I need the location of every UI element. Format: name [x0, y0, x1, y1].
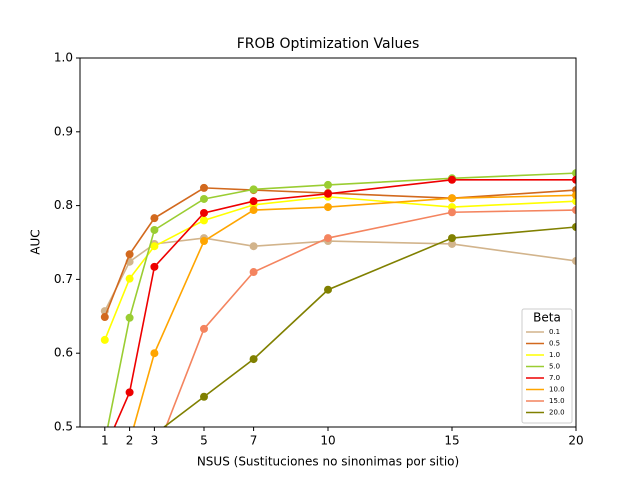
y-tick-label: 0.9 — [54, 124, 73, 138]
legend-label: 20.0 — [549, 409, 565, 417]
data-point — [150, 262, 159, 271]
plot-area — [100, 169, 576, 461]
x-tick-label: 1 — [101, 434, 109, 448]
y-tick-label: 0.6 — [54, 346, 73, 360]
legend-label: 7.0 — [549, 374, 560, 382]
data-point — [448, 239, 456, 248]
y-tick-label: 0.7 — [54, 272, 73, 286]
data-point — [249, 355, 258, 364]
data-point — [200, 208, 208, 217]
x-tick-label: 20 — [568, 434, 583, 448]
x-tick-label: 15 — [444, 434, 459, 448]
data-point — [572, 197, 576, 206]
data-point — [324, 189, 332, 198]
x-tick-label: 7 — [250, 434, 258, 448]
data-point — [100, 313, 109, 322]
y-tick-label: 0.8 — [54, 198, 73, 212]
data-point — [200, 324, 208, 333]
data-point — [150, 453, 158, 461]
data-point — [125, 250, 134, 259]
data-point — [249, 242, 258, 251]
data-point — [150, 225, 159, 234]
data-point — [572, 191, 576, 200]
data-point — [200, 194, 208, 203]
series-line — [104, 187, 576, 318]
data-point — [249, 206, 258, 215]
series-line — [104, 195, 576, 341]
legend-label: 1.0 — [549, 351, 560, 359]
legend-title: Beta — [533, 311, 561, 325]
y-axis-label: AUC — [29, 229, 43, 254]
data-point — [150, 349, 159, 358]
legend-label: 0.1 — [549, 328, 560, 336]
data-point — [448, 234, 456, 243]
data-point — [572, 175, 576, 184]
data-point — [448, 175, 456, 184]
data-point — [150, 242, 159, 251]
data-point — [572, 169, 576, 178]
x-tick-label: 2 — [126, 434, 134, 448]
data-point — [448, 208, 456, 217]
data-point — [572, 206, 576, 215]
data-point — [200, 216, 208, 225]
x-tick-label: 10 — [320, 434, 335, 448]
series-line — [113, 178, 576, 427]
data-point — [125, 313, 134, 322]
data-point — [125, 274, 134, 283]
x-tick-label: 5 — [200, 434, 208, 448]
data-point — [125, 388, 134, 397]
x-axis-label: NSUS (Sustituciones no sinonimas por sit… — [197, 455, 459, 469]
legend-label: 5.0 — [549, 363, 560, 371]
series-line — [165, 209, 576, 427]
data-point — [249, 185, 258, 194]
legend-label: 15.0 — [549, 397, 565, 405]
data-point — [448, 194, 456, 203]
data-point — [150, 214, 159, 223]
data-point — [324, 180, 332, 189]
x-tick-label: 3 — [151, 434, 159, 448]
data-point — [200, 237, 208, 246]
data-point — [572, 223, 576, 232]
data-point — [324, 203, 332, 212]
data-point — [324, 285, 332, 294]
series-line — [104, 237, 576, 312]
data-point — [572, 256, 576, 265]
y-tick-label: 1.0 — [54, 51, 73, 65]
data-point — [324, 234, 332, 243]
y-tick-label: 0.5 — [54, 420, 73, 434]
data-point — [200, 183, 208, 192]
chart-title: FROB Optimization Values — [237, 36, 420, 52]
data-point — [249, 197, 258, 206]
series-line — [106, 172, 576, 427]
data-point — [100, 335, 109, 344]
legend-label: 10.0 — [549, 386, 565, 394]
data-point — [200, 392, 208, 401]
series-line — [162, 226, 576, 427]
legend-box — [521, 308, 573, 424]
data-point — [249, 268, 258, 277]
legend-label: 0.5 — [549, 340, 560, 348]
